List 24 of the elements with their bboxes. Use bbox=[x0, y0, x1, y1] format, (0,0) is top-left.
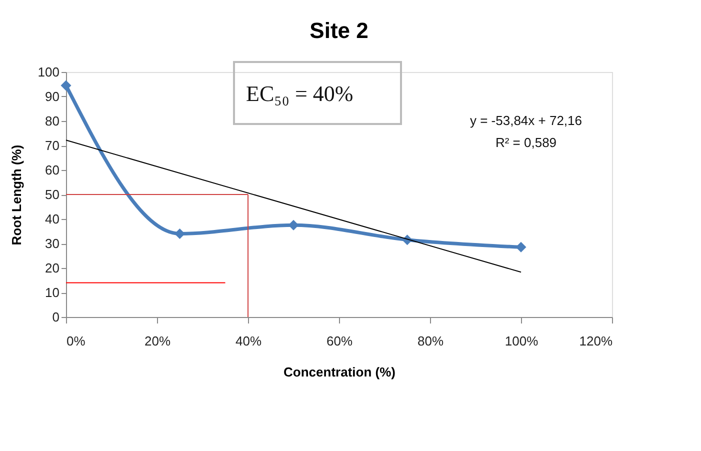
y-tick-label: 60 bbox=[45, 162, 60, 178]
y-tick-label: 30 bbox=[45, 236, 60, 251]
x-tick-label: 100% bbox=[504, 334, 539, 348]
y-tick-label: 40 bbox=[45, 212, 60, 226]
y-tick-label: 100 bbox=[38, 64, 60, 80]
x-tick-label: 40% bbox=[235, 334, 262, 348]
y-tick-label: 20 bbox=[45, 260, 60, 276]
x-axis-title: Concentration (%) bbox=[284, 364, 396, 380]
annotation: EC₅₀ = 40% bbox=[246, 81, 354, 106]
x-tick-label: 80% bbox=[417, 334, 444, 348]
annotation: y = -53,84x + 72,16 bbox=[470, 113, 582, 128]
y-tick-label: 70 bbox=[45, 138, 60, 153]
y-tick-label: 10 bbox=[45, 285, 60, 300]
x-tick-label: 60% bbox=[326, 334, 353, 348]
y-tick-label: 0 bbox=[52, 310, 60, 324]
x-tick-label: 0% bbox=[66, 334, 86, 348]
chart-title: Site 2 bbox=[310, 18, 368, 43]
y-tick-label: 80 bbox=[45, 114, 60, 128]
y-tick-label: 90 bbox=[45, 89, 60, 104]
y-tick-label: 50 bbox=[45, 187, 60, 202]
x-tick-label: 20% bbox=[144, 334, 171, 348]
annotation: R² = 0,589 bbox=[495, 135, 557, 150]
y-axis-title: Root Length (%) bbox=[8, 144, 24, 246]
x-tick-label: 120% bbox=[579, 334, 613, 348]
